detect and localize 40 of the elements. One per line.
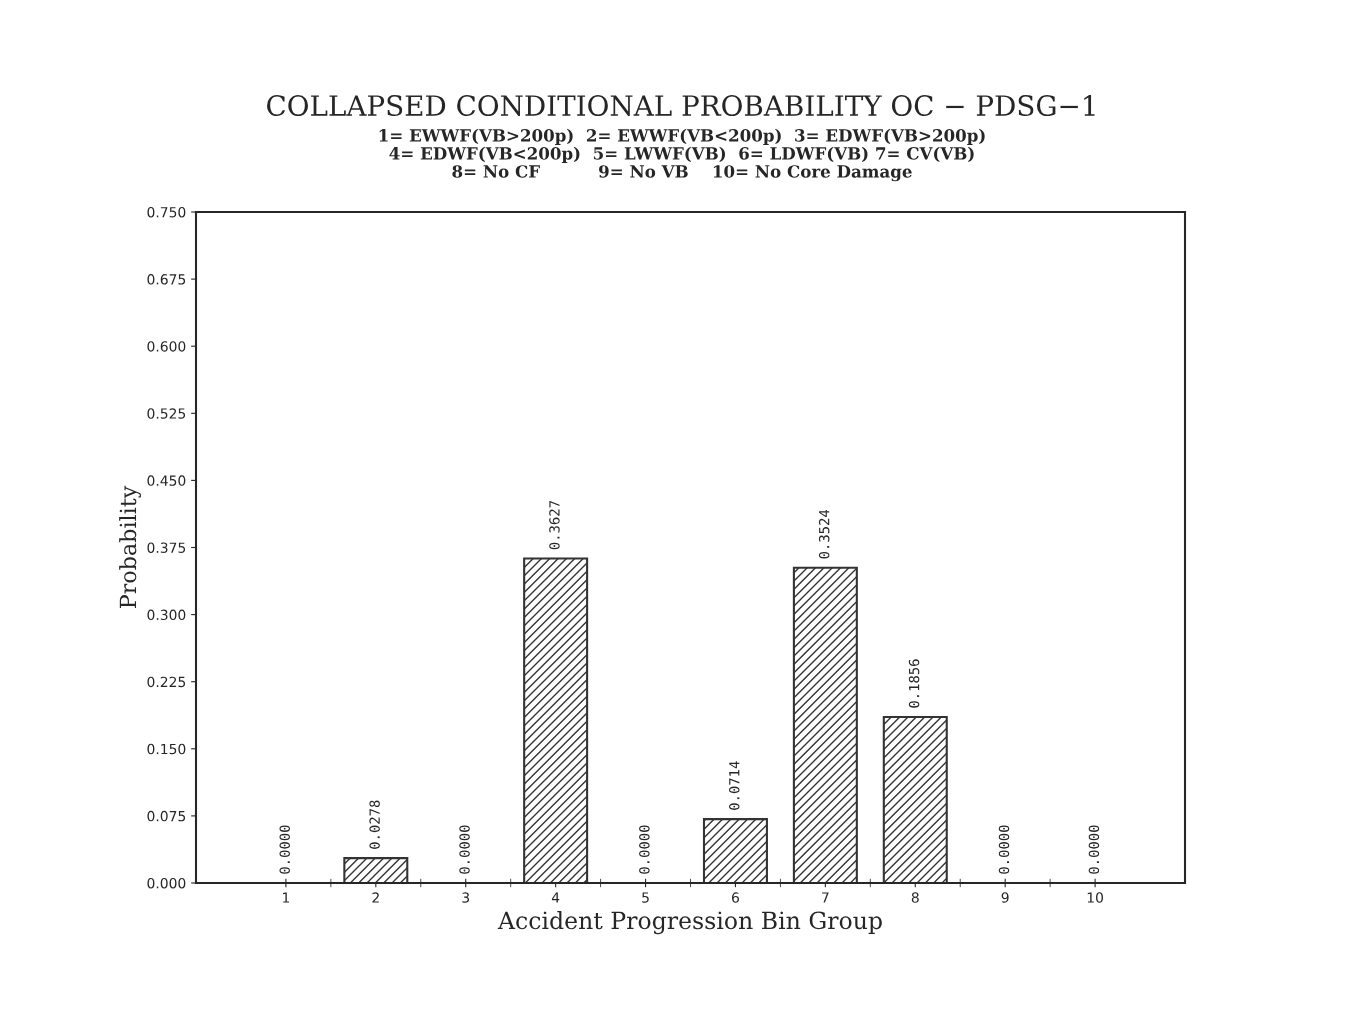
x-tick-label: 6	[732, 892, 739, 903]
x-axis-title: Accident Progression Bin Group	[497, 911, 882, 935]
data-label: 0.0000	[639, 825, 650, 874]
y-tick-label: 0.225	[147, 676, 186, 688]
y-tick-label: 0.150	[147, 743, 186, 755]
y-tick-label: 0.300	[147, 609, 186, 621]
data-label: 0.3627	[549, 501, 560, 550]
bar	[702, 818, 768, 883]
bar	[343, 857, 409, 883]
x-tick-label: 2	[372, 892, 379, 903]
data-label: 0.0000	[998, 825, 1010, 874]
x-tick-label: 3	[462, 892, 470, 903]
x-tick-label: 4	[551, 892, 560, 903]
data-label: 0.0000	[1088, 825, 1100, 874]
x-tick-label: 5	[642, 892, 649, 903]
bar	[792, 566, 858, 883]
bar	[882, 715, 948, 883]
x-tick-label: 1	[283, 892, 290, 903]
data-label: 0.0000	[279, 825, 290, 874]
y-tick-label: 0.450	[147, 475, 186, 486]
chart-subtitle: 1= EWWF(VB>200p) 2= EWWF(VB<200p) 3= EDWF(VB>200p) 4= EDWF(VB<200p) 5= LWWF(VB) 6= LDWF(VB) 7= CV(VB) 8= No CF 9= No VB 10= No Core Damage	[379, 128, 985, 182]
y-tick-label: 0.525	[147, 408, 186, 419]
x-tick-label: 8	[911, 892, 919, 903]
y-tick-label: 0.075	[147, 810, 186, 822]
data-label: 0.0278	[369, 800, 380, 849]
chart-title: COLLAPSED CONDITIONAL PROBABILITY OC − PDSG−1	[267, 95, 1095, 117]
data-label: 0.3524	[818, 509, 830, 559]
y-tick-label: 0.375	[147, 542, 186, 553]
x-tick-label: 7	[822, 892, 829, 903]
data-label: 0.0000	[459, 825, 470, 874]
x-tick-label: 9	[1001, 892, 1009, 903]
y-tick-label: 0.750	[147, 206, 186, 218]
y-axis-title: Probability	[119, 485, 141, 609]
y-tick-label: 0.000	[147, 877, 186, 889]
data-label: 0.1856	[908, 659, 920, 708]
x-tick-label: 10	[1087, 892, 1104, 903]
y-tick-label: 0.675	[147, 274, 186, 285]
data-label: 0.0714	[729, 761, 740, 810]
bar	[523, 557, 589, 883]
y-tick-label: 0.600	[147, 341, 186, 352]
